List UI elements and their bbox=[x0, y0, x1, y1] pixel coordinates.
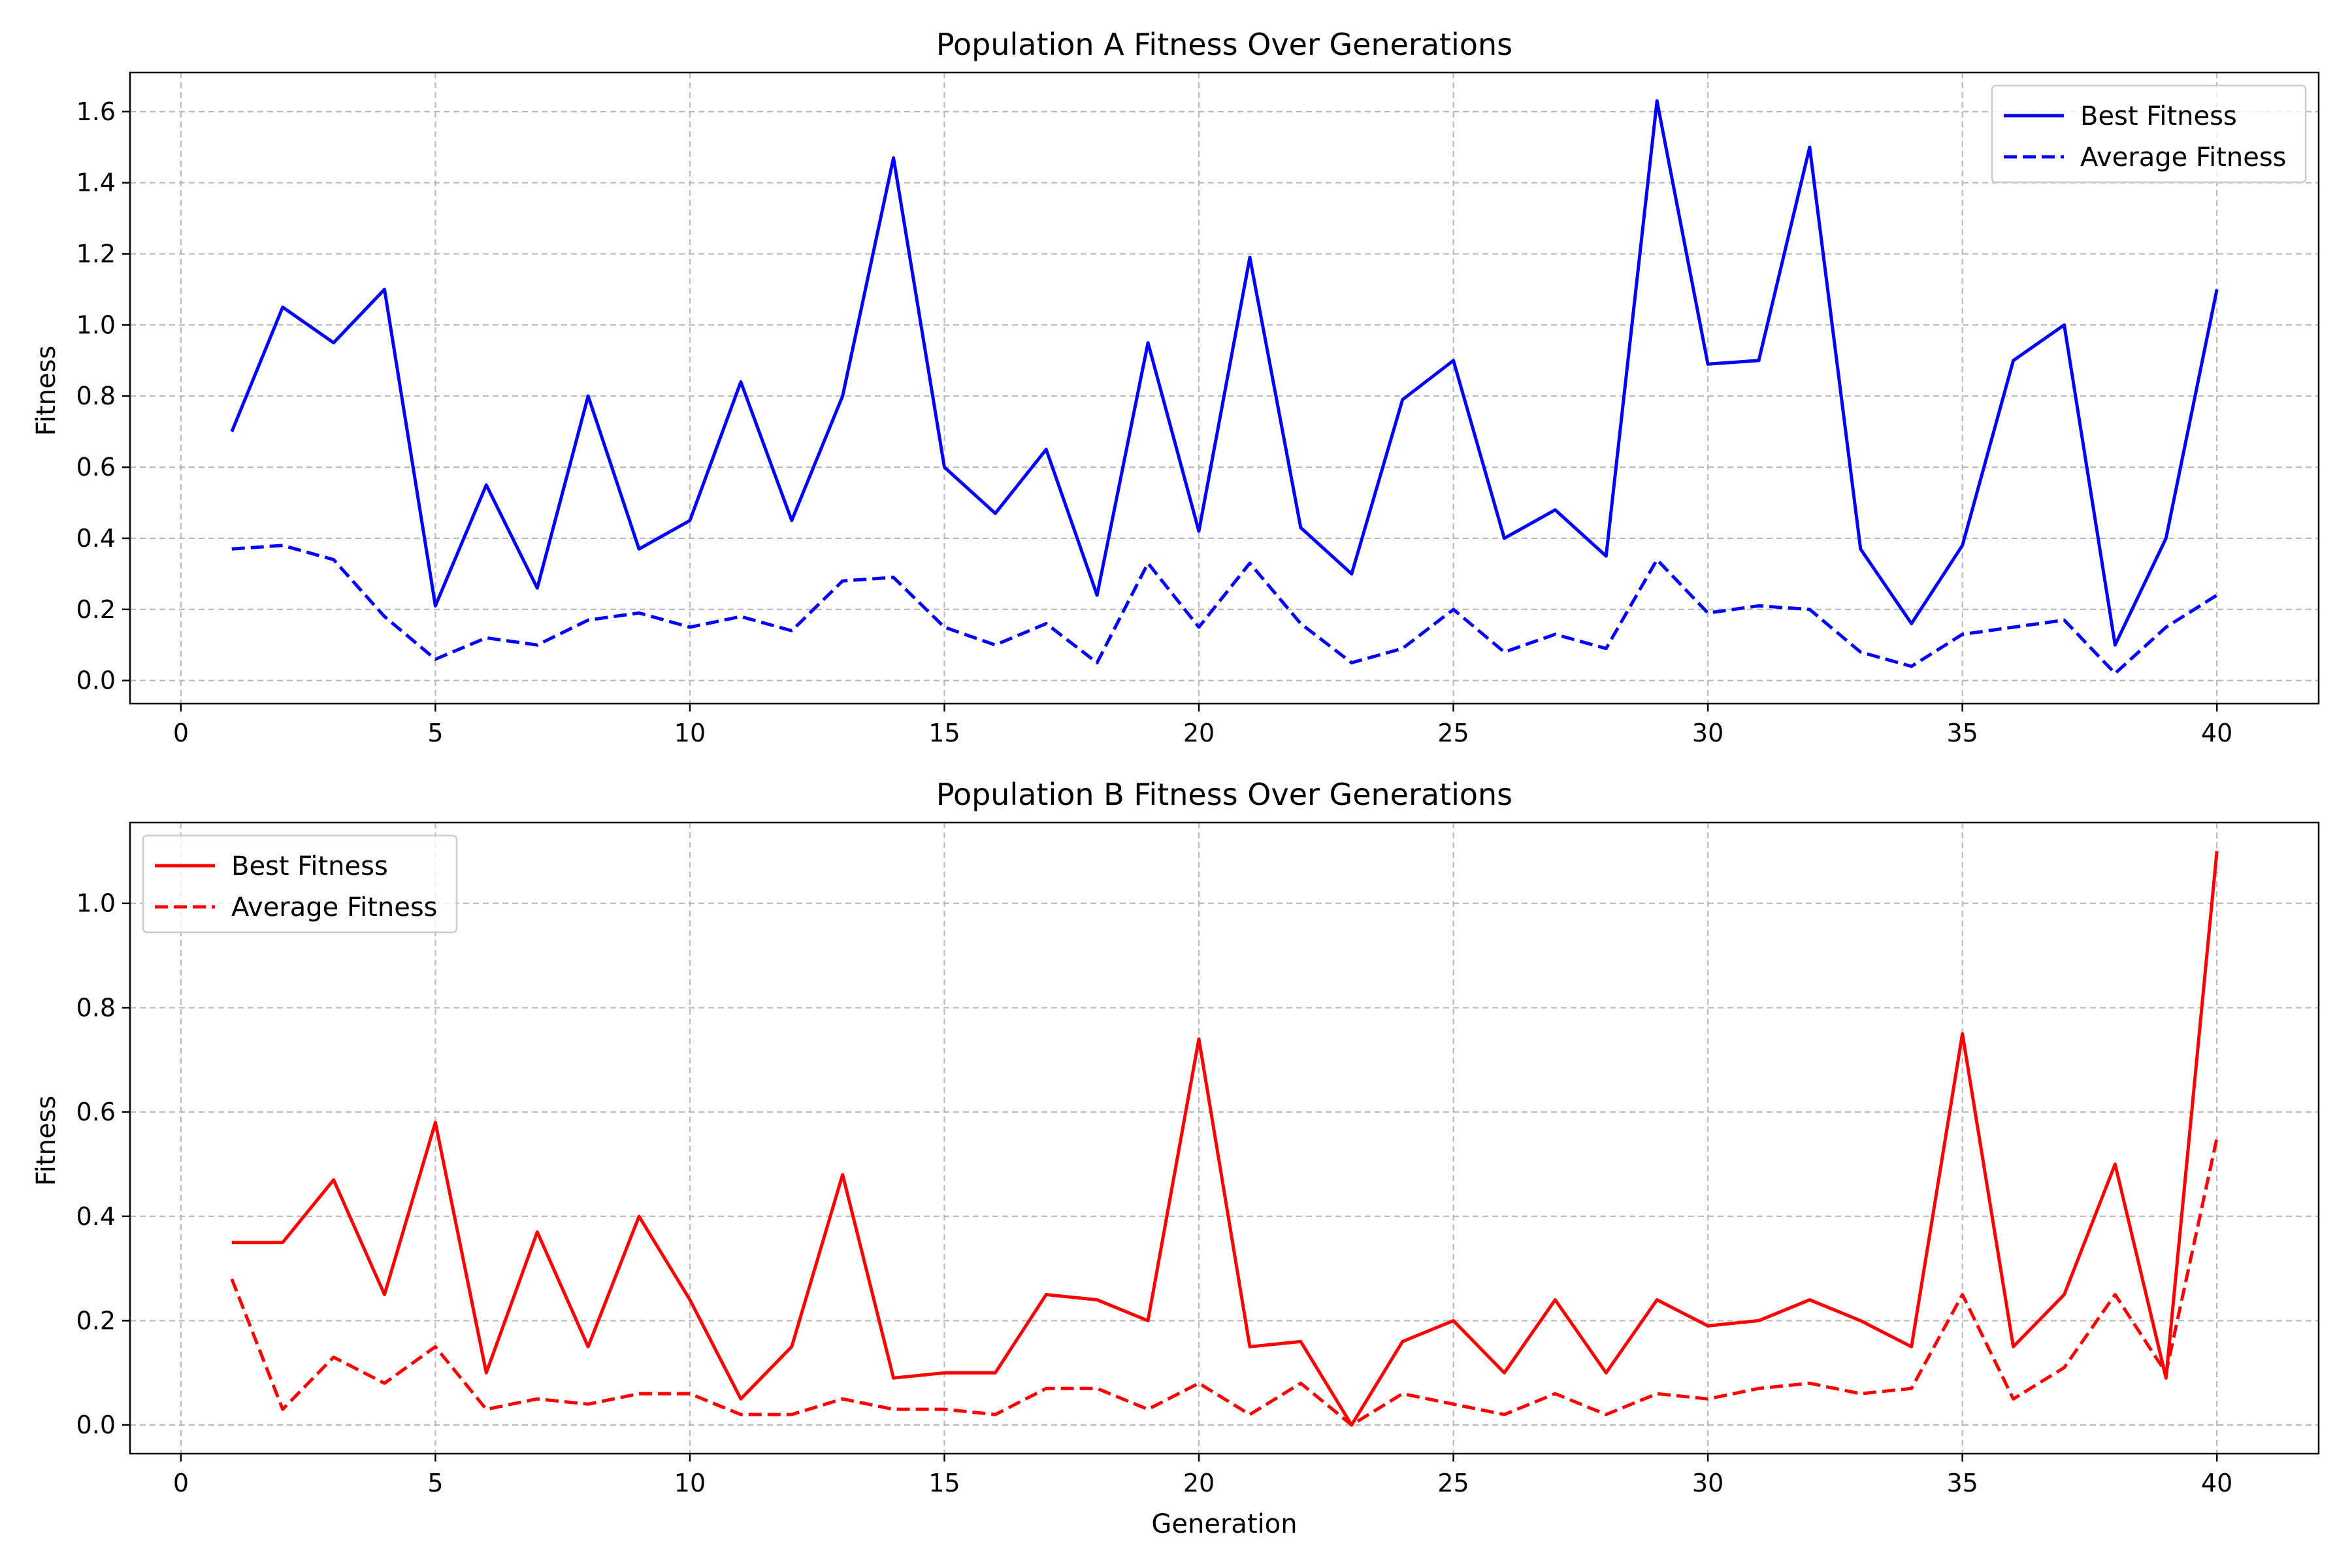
x-tick-label: 5 bbox=[427, 1469, 443, 1497]
y-tick-label: 0.4 bbox=[76, 524, 116, 553]
legend: Best Fitness Average Fitness bbox=[142, 834, 458, 934]
x-tick-label: 30 bbox=[1692, 1469, 1723, 1497]
y-tick-label: 0.2 bbox=[76, 595, 116, 624]
x-tick-label: 15 bbox=[928, 1469, 960, 1497]
x-tick-label: 0 bbox=[173, 1469, 189, 1497]
x-tick-label: 10 bbox=[674, 1469, 706, 1497]
x-axis-label: Generation bbox=[1151, 1509, 1297, 1539]
series-line-average-fitness bbox=[231, 544, 2218, 676]
population-a-panel: Population A Fitness Over Generations Fi… bbox=[31, 27, 2320, 747]
chart-title: Population A Fitness Over Generations bbox=[936, 27, 1512, 62]
axis-ticks: 0 5 10 15 20 25 30 35 40 0.0 0.2 0.4 0.6 0.8 1.0 bbox=[76, 889, 2233, 1497]
plot-frame bbox=[129, 71, 2320, 705]
y-tick-label: 0.6 bbox=[76, 453, 116, 482]
series-line-best-fitness bbox=[230, 99, 2219, 647]
plot-frame bbox=[129, 821, 2320, 1455]
y-tick-label: 1.6 bbox=[76, 97, 116, 126]
x-tick-label: 25 bbox=[1437, 719, 1469, 747]
grid bbox=[130, 823, 2319, 1454]
legend-box bbox=[142, 834, 458, 934]
y-tick-label: 0.4 bbox=[76, 1202, 116, 1231]
x-tick-label: 10 bbox=[674, 719, 706, 747]
x-tick-label: 35 bbox=[1946, 719, 1978, 747]
legend-label: Best Fitness bbox=[231, 851, 388, 881]
y-tick-label: 1.0 bbox=[76, 310, 116, 339]
legend-label: Average Fitness bbox=[2080, 142, 2287, 172]
grid bbox=[130, 73, 2319, 704]
x-tick-label: 40 bbox=[2201, 1469, 2232, 1497]
y-tick-label: 0.8 bbox=[76, 993, 116, 1022]
y-tick-label: 0.0 bbox=[76, 1411, 116, 1439]
x-tick-label: 40 bbox=[2201, 719, 2232, 747]
axis-ticks: 0 5 10 15 20 25 30 35 40 0.0 0.2 0.4 0.6 0.8 1.0 1.2 1.4… bbox=[76, 97, 2233, 747]
chart-title: Population B Fitness Over Generations bbox=[936, 777, 1512, 812]
y-tick-label: 1.0 bbox=[76, 889, 116, 918]
x-tick-label: 35 bbox=[1946, 1469, 1978, 1497]
series-lines bbox=[230, 851, 2219, 1427]
x-tick-label: 20 bbox=[1183, 719, 1215, 747]
legend-label: Average Fitness bbox=[231, 892, 438, 923]
legend-label: Best Fitness bbox=[2080, 101, 2237, 131]
y-tick-label: 0.0 bbox=[76, 666, 116, 695]
y-tick-label: 0.2 bbox=[76, 1306, 116, 1335]
y-tick-label: 1.2 bbox=[76, 240, 116, 269]
series-lines bbox=[230, 99, 2219, 676]
y-tick-label: 1.4 bbox=[76, 169, 116, 197]
x-tick-label: 0 bbox=[173, 719, 189, 747]
y-axis-label: Fitness bbox=[31, 346, 61, 436]
x-tick-label: 15 bbox=[928, 719, 960, 747]
series-line-best-fitness bbox=[231, 851, 2219, 1427]
x-tick-label: 20 bbox=[1183, 1469, 1215, 1497]
x-tick-label: 25 bbox=[1437, 1469, 1469, 1497]
x-tick-label: 30 bbox=[1692, 719, 1723, 747]
x-tick-label: 5 bbox=[427, 719, 443, 747]
y-tick-label: 0.8 bbox=[76, 382, 116, 410]
series-line-average-fitness bbox=[230, 1137, 2219, 1427]
legend-box bbox=[1991, 84, 2307, 184]
y-axis-label: Fitness bbox=[31, 1096, 61, 1186]
legend: Best Fitness Average Fitness bbox=[1991, 84, 2307, 184]
population-b-panel: Population B Fitness Over Generations Fi… bbox=[31, 777, 2320, 1539]
y-tick-label: 0.6 bbox=[76, 1098, 116, 1126]
